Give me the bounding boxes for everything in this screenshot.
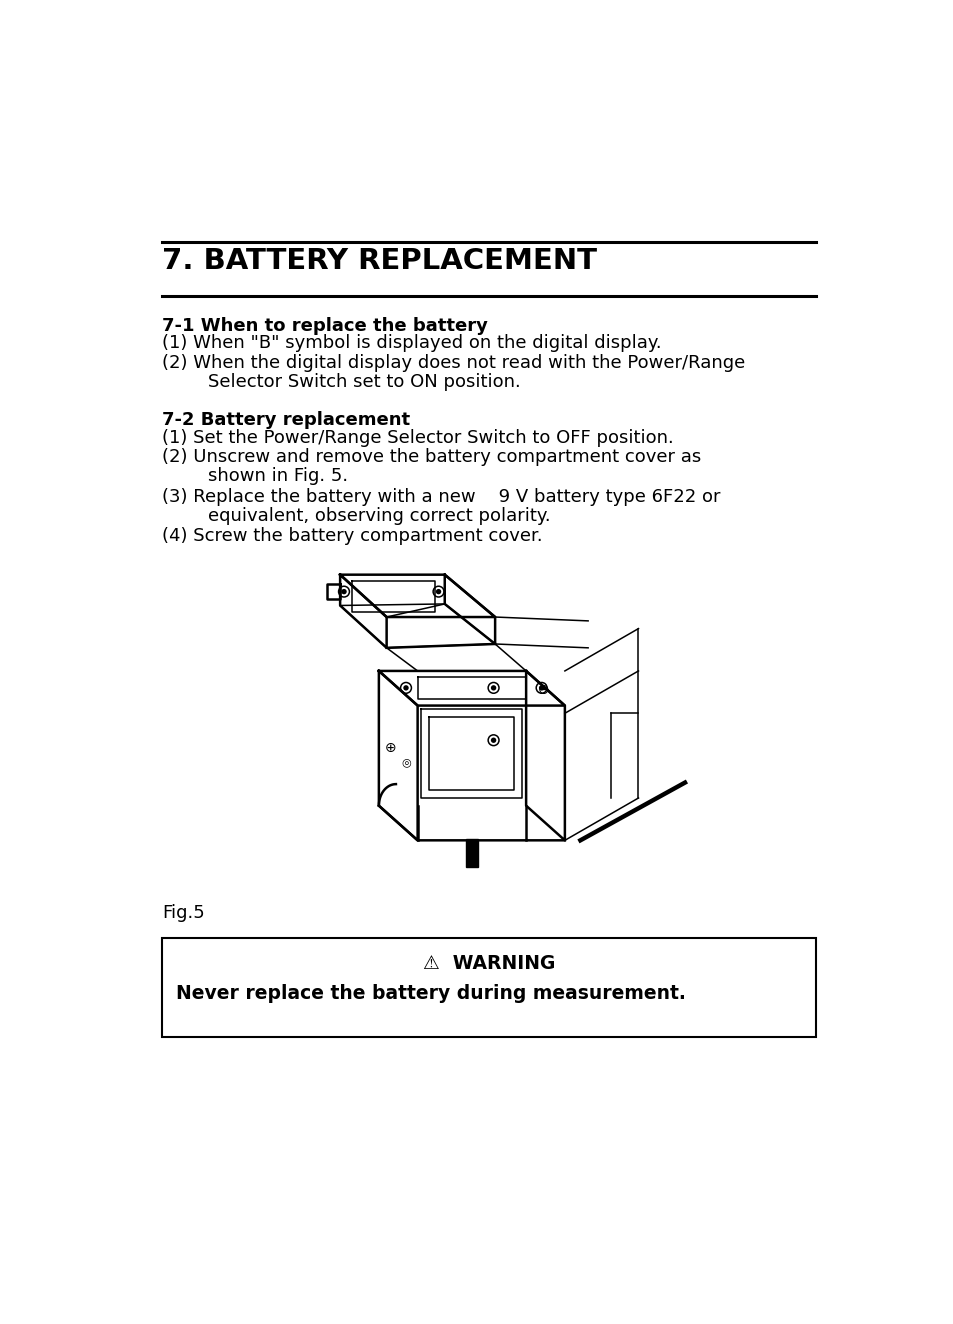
Text: Never replace the battery during measurement.: Never replace the battery during measure…: [175, 984, 685, 1004]
Text: ⊕: ⊕: [384, 741, 395, 755]
Text: (4) Screw the battery compartment cover.: (4) Screw the battery compartment cover.: [162, 527, 542, 545]
Circle shape: [436, 589, 441, 594]
Text: 7. BATTERY REPLACEMENT: 7. BATTERY REPLACEMENT: [162, 248, 597, 275]
Text: 7-1 When to replace the battery: 7-1 When to replace the battery: [162, 316, 487, 335]
Circle shape: [538, 686, 544, 691]
Text: equivalent, observing correct polarity.: equivalent, observing correct polarity.: [162, 507, 550, 524]
Text: Selector Switch set to ON position.: Selector Switch set to ON position.: [162, 373, 520, 391]
Text: ⚠  WARNING: ⚠ WARNING: [422, 953, 555, 973]
Text: 7-2 Battery replacement: 7-2 Battery replacement: [162, 412, 410, 429]
Text: (2) When the digital display does not read with the Power/Range: (2) When the digital display does not re…: [162, 355, 744, 372]
Text: shown in Fig. 5.: shown in Fig. 5.: [162, 467, 348, 485]
Text: (1) Set the Power/Range Selector Switch to OFF position.: (1) Set the Power/Range Selector Switch …: [162, 429, 673, 448]
FancyBboxPatch shape: [162, 939, 815, 1037]
Text: ◎: ◎: [400, 757, 411, 767]
Text: ⊖: ⊖: [537, 683, 548, 698]
Circle shape: [341, 589, 346, 594]
Circle shape: [491, 737, 496, 743]
Text: Fig.5: Fig.5: [162, 904, 204, 923]
Polygon shape: [465, 839, 477, 867]
Circle shape: [491, 686, 496, 691]
Text: (3) Replace the battery with a new    9 V battery type 6F22 or: (3) Replace the battery with a new 9 V b…: [162, 489, 720, 507]
Text: (1) When "B" symbol is displayed on the digital display.: (1) When "B" symbol is displayed on the …: [162, 335, 660, 352]
Text: (2) Unscrew and remove the battery compartment cover as: (2) Unscrew and remove the battery compa…: [162, 449, 700, 466]
Circle shape: [403, 686, 408, 691]
